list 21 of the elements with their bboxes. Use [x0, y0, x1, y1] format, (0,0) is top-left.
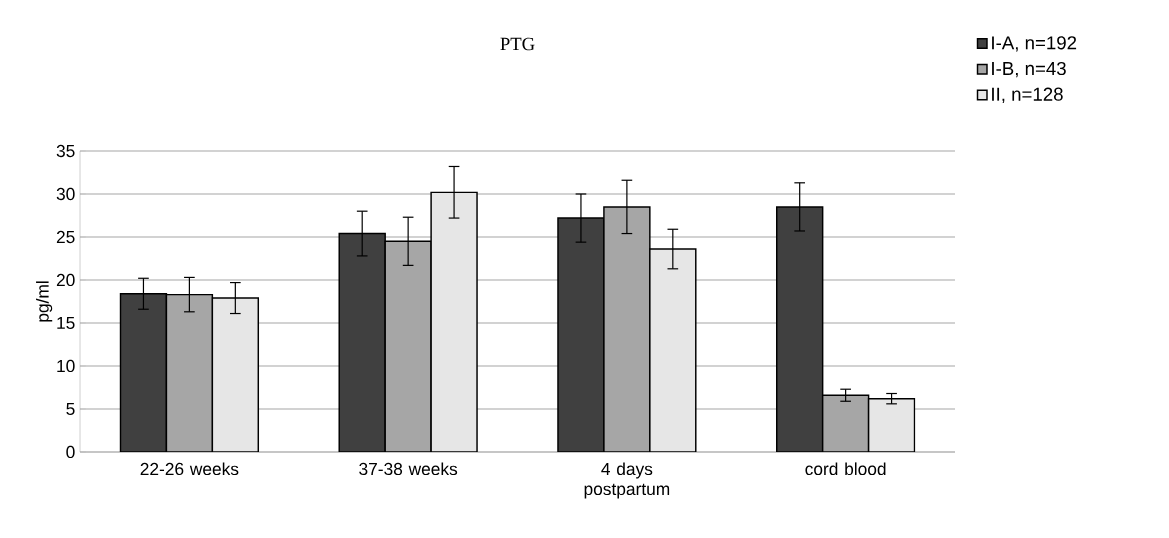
legend-label: I-A, n=192	[992, 36, 1077, 52]
x-tick-label: 37-38 weeks	[359, 462, 458, 476]
x-tick-label: 22-26 weeks	[140, 462, 239, 476]
x-tick-label: 4 days postpartum	[584, 462, 670, 499]
bar	[119, 293, 168, 452]
bar	[557, 217, 605, 452]
bar	[338, 232, 386, 452]
y-tick-label: 15	[57, 316, 75, 330]
legend-label: II, n=128	[992, 87, 1063, 104]
y-tick-label: 25	[56, 230, 75, 244]
y-tick-label: 0	[66, 445, 75, 459]
y-axis-title: pg/ml	[36, 281, 53, 322]
y-tick-label: 30	[56, 187, 75, 201]
legend-label: I-B, n=43	[992, 61, 1066, 78]
y-tick-label: 35	[56, 144, 75, 158]
bar	[775, 206, 824, 452]
y-tick-label: 5	[66, 402, 75, 416]
x-tick-label: cord blood	[805, 462, 886, 476]
chart-title: PTG	[500, 37, 535, 51]
y-tick-label: 20	[56, 273, 75, 287]
y-tick-label: 10	[57, 359, 75, 373]
